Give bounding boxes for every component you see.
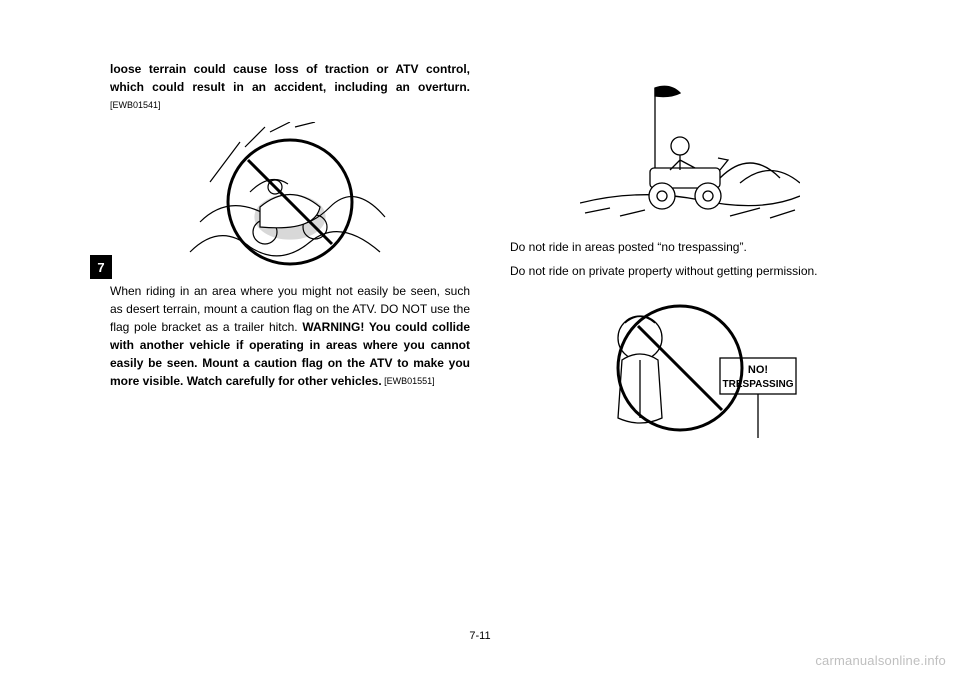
watermark: carmanualsonline.info	[815, 653, 946, 668]
figure-flag	[580, 68, 800, 228]
figure-overturn	[180, 122, 400, 272]
page-number: 7-11	[0, 630, 960, 642]
watermark-text: carmanualsonline.info	[815, 653, 946, 668]
warning-text-1: loose terrain could cause loss of tracti…	[110, 62, 470, 94]
sign-line1: NO!	[748, 364, 768, 376]
figure-trespass: NO! TRESPASSING	[580, 288, 800, 438]
trespass-text-1: Do not ride in areas posted “no trespass…	[510, 238, 870, 256]
warning-code-2: [EWB01551]	[382, 376, 435, 386]
right-column: Do not ride in areas posted “no trespass…	[510, 60, 870, 448]
chapter-number: 7	[97, 260, 104, 275]
trespass-text-2: Do not ride on private property without …	[510, 262, 870, 280]
left-column: loose terrain could cause loss of tracti…	[110, 60, 470, 448]
warning-paragraph-2: When riding in an area where you might n…	[110, 282, 470, 390]
overturn-illustration	[180, 122, 400, 272]
sign-line2: TRESPASSING	[723, 379, 794, 390]
chapter-tab: 7	[90, 255, 112, 279]
warning-paragraph-1: loose terrain could cause loss of tracti…	[110, 60, 470, 114]
trespass-illustration: NO! TRESPASSING	[580, 288, 800, 438]
page-number-text: 7-11	[469, 630, 490, 642]
two-column-layout: loose terrain could cause loss of tracti…	[110, 60, 870, 448]
warning-code-1: [EWB01541]	[110, 100, 161, 110]
flag-illustration	[580, 68, 800, 228]
manual-page: 7 loose terrain could cause loss of trac…	[0, 0, 960, 678]
